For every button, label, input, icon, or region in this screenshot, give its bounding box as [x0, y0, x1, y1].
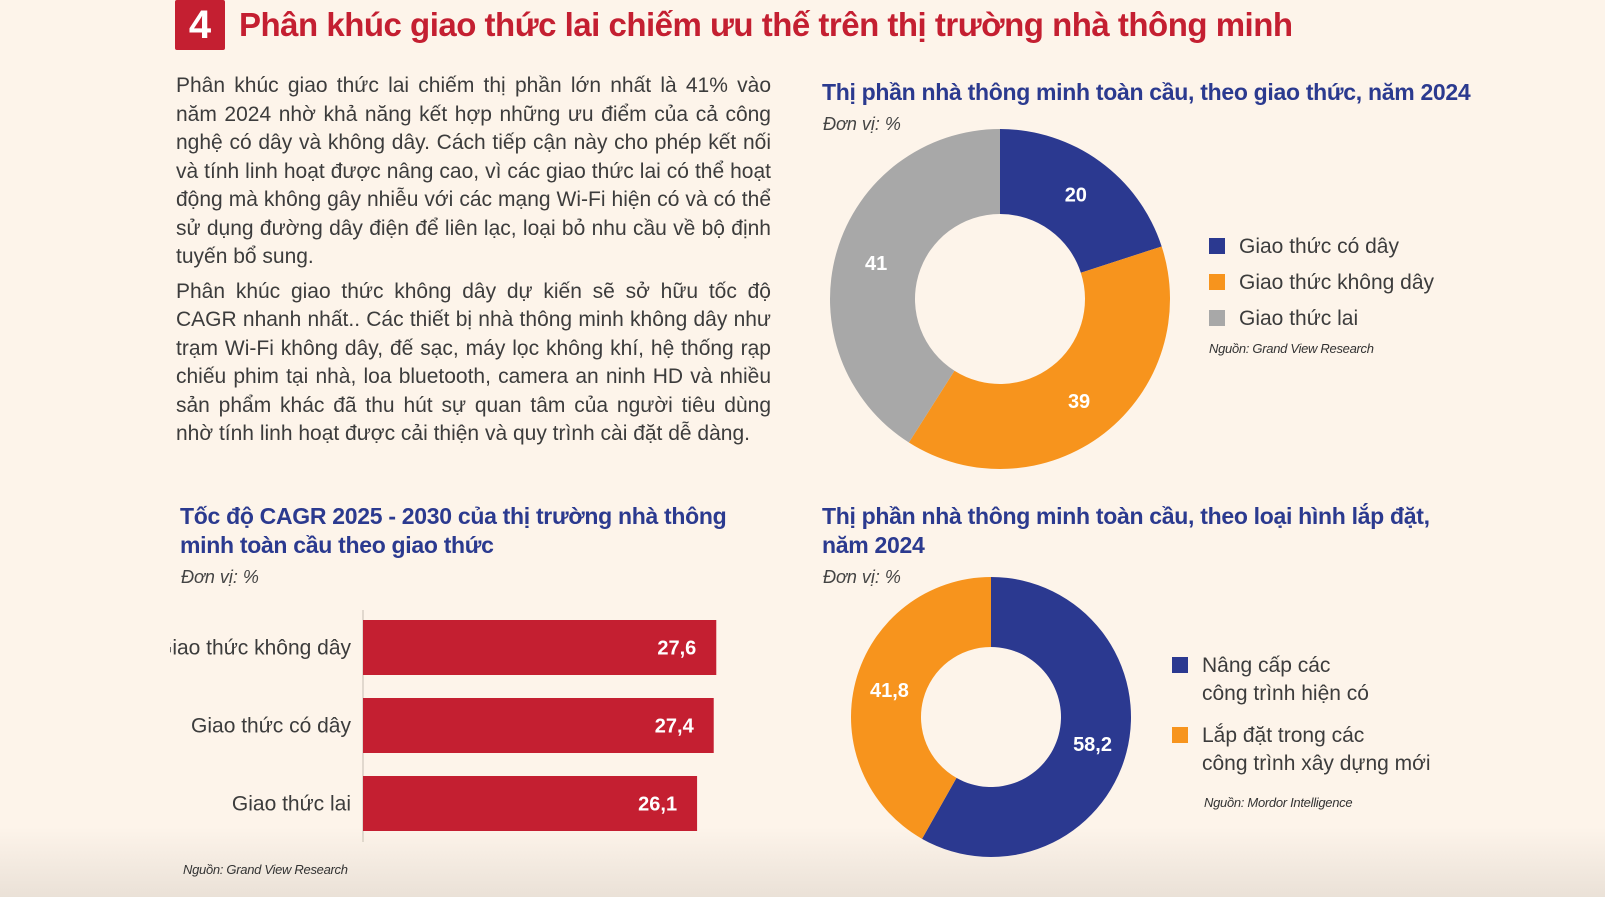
article-body: Phân khúc giao thức lai chiếm thị phần l… — [176, 72, 771, 455]
legend-label-wireless: Giao thức không dây — [1239, 271, 1435, 294]
paragraph-2: Phân khúc giao thức không dây dự kiến sẽ… — [176, 279, 771, 446]
legend-label-wired: Giao thức có dây — [1239, 235, 1399, 258]
legend-label-new-construction-line2: công trình xây dựng mới — [1202, 752, 1431, 775]
legend-label-retrofit-line1: Nâng cấp các — [1202, 654, 1331, 677]
legend-label-new-construction-line1: Lắp đặt trong các — [1202, 724, 1365, 747]
installation-share-title: Thị phần nhà thông minh toàn cầu, theo l… — [822, 503, 1430, 558]
legend-item-wireless: Giao thức không dây — [1209, 269, 1434, 297]
legend-item-new-construction: Lắp đặt trong các công trình xây dựng mớ… — [1172, 722, 1431, 778]
legend-label-retrofit-line2: công trình hiện có — [1202, 682, 1369, 705]
legend-item-retrofit: Nâng cấp các công trình hiện có — [1172, 652, 1431, 708]
legend-swatch-new-construction — [1172, 727, 1188, 743]
protocol-share-slice-giao-thuc-khong-day — [908, 246, 1170, 469]
cagr-value-giao-thuc-khong-day: 27,6 — [657, 638, 696, 660]
cagr-chart-title: Tốc độ CAGR 2025 - 2030 của thị trường n… — [180, 503, 727, 558]
cagr-chart-source: Nguồn: Grand View Research — [183, 862, 348, 877]
installation-share-label-lap-dat-trong-cac-cong-trinh-xay-dung-moi: 41,8 — [870, 680, 909, 702]
legend-item-wired: Giao thức có dây — [1209, 233, 1434, 261]
installation-share-slice-nang-cap-cac-cong-trinh-hien-co — [922, 577, 1131, 857]
cagr-bar-giao-thuc-lai — [363, 776, 698, 831]
section-header: 4 Phân khúc giao thức lai chiếm ưu thế t… — [175, 0, 1293, 50]
legend-swatch-hybrid — [1209, 310, 1225, 326]
legend-swatch-wireless — [1209, 274, 1225, 290]
installation-share-unit: Đơn vị: % — [823, 567, 901, 587]
cagr-bar-giao-thuc-khong-day — [363, 620, 717, 675]
cagr-category-giao-thuc-khong-day: Giao thức không dây — [170, 637, 351, 660]
cagr-category-giao-thuc-lai: Giao thức lai — [232, 793, 351, 816]
cagr-bar-giao-thuc-co-day — [363, 698, 714, 753]
protocol-share-label-giao-thuc-lai: 41 — [865, 253, 887, 275]
paragraph-1: Phân khúc giao thức lai chiếm thị phần l… — [176, 74, 771, 268]
cagr-value-giao-thuc-lai: 26,1 — [638, 794, 677, 816]
cagr-bar-chart: 27,6 Giao thức không dây 27,4 Giao thức có … — [170, 610, 717, 842]
installation-share-legend: Nâng cấp các công trình hiện có Lắp đặt … — [1172, 652, 1431, 786]
cagr-chart-unit: Đơn vị: % — [181, 567, 259, 587]
cagr-category-giao-thuc-co-day: Giao thức có dây — [191, 715, 351, 738]
legend-swatch-wired — [1209, 238, 1225, 254]
installation-share-slice-lap-dat-trong-cac-cong-trinh-xay-dung-moi — [851, 577, 991, 839]
protocol-share-title: Thị phần nhà thông minh toàn cầu, theo g… — [822, 79, 1471, 105]
installation-share-donut: 58,2 41,8 — [851, 577, 1131, 857]
protocol-share-slice-giao-thuc-lai — [830, 129, 1000, 443]
protocol-share-label-giao-thuc-khong-day: 39 — [1068, 391, 1090, 413]
section-title: Phân khúc giao thức lai chiếm ưu thế trê… — [239, 6, 1293, 43]
legend-label-new-construction: Lắp đặt trong các công trình xây dựng mớ… — [1202, 722, 1431, 778]
legend-swatch-retrofit — [1172, 657, 1188, 673]
protocol-share-slice-giao-thuc-co-day — [1000, 129, 1162, 273]
legend-label-hybrid: Giao thức lai — [1239, 307, 1359, 330]
section-number: 4 — [175, 0, 225, 50]
legend-item-hybrid: Giao thức lai — [1209, 305, 1434, 333]
protocol-share-source: Nguồn: Grand View Research — [1209, 341, 1374, 356]
bottom-shade — [0, 827, 1605, 897]
installation-share-label-nang-cap-cac-cong-trinh-hien-co: 58,2 — [1073, 734, 1112, 756]
legend-label-retrofit: Nâng cấp các công trình hiện có — [1202, 652, 1369, 708]
protocol-share-label-giao-thuc-co-day: 20 — [1065, 185, 1087, 207]
protocol-share-unit: Đơn vị: % — [823, 114, 901, 134]
protocol-share-donut: 20 39 41 — [830, 129, 1170, 469]
cagr-value-giao-thuc-co-day: 27,4 — [655, 716, 695, 738]
protocol-share-legend: Giao thức có dây Giao thức không dây Gia… — [1209, 233, 1434, 341]
installation-share-source: Nguồn: Mordor Intelligence — [1204, 795, 1353, 810]
